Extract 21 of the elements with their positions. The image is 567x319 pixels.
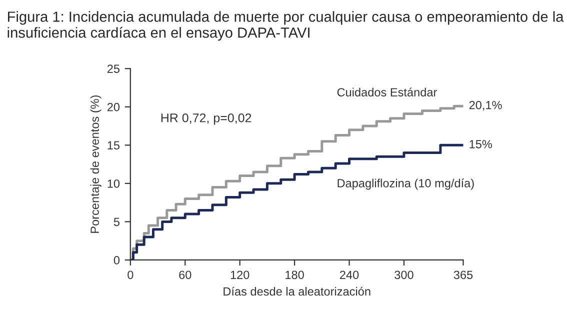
x-tick-label: 300 [394,270,414,280]
y-tick-label: 20 [107,102,120,112]
y-tick-label: 10 [108,179,120,188]
x-tick-label: 120 [230,270,250,280]
series-label: Dapagliflozina (10 mg/día) [338,178,474,190]
annotation: 15% [470,140,492,148]
annotation: HR 0,72, p=0,02 [161,113,252,125]
y-tick-label: 0 [114,256,120,264]
y-axis-title: Porcentaje de eventos (%) [90,95,102,233]
y-tick-label: 15 [108,141,120,150]
chart-title: Figura 1: Incidencia acumulada de muerte por cualquier causa o empeoramiento de la insuficiencia cardíaca en el ensayo DAPA-TAVI [8,11,564,41]
x-tick-label: 60 [179,270,192,280]
annotation: 20,1% [469,100,502,111]
y-tick-label: 5 [114,218,120,226]
x-tick-label: 240 [340,270,359,280]
series-label: Cuidados Estándar [337,88,437,96]
x-tick-label: 180 [286,270,304,280]
y-tick-label: 25 [107,64,120,73]
x-tick-label: 365 [454,270,473,280]
x-tick-label: 0 [128,270,134,280]
x-axis-title: Días desde la aleatorización [224,286,370,296]
